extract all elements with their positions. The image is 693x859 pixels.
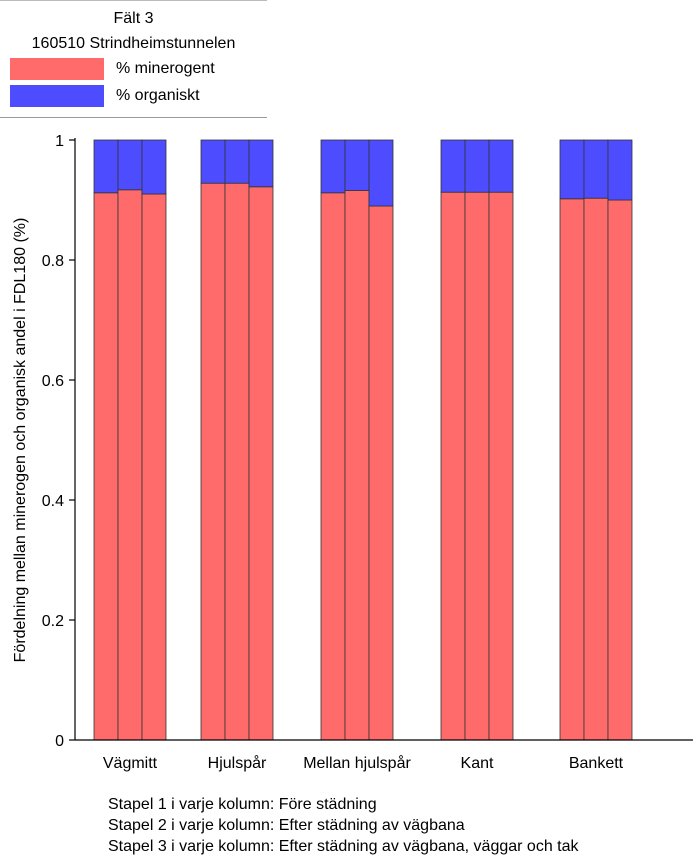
bar-minerogent-2-1 <box>200 182 226 741</box>
x-tick-label: Hjulspår <box>208 754 267 772</box>
bar-organiskt-1-1 <box>93 139 119 194</box>
y-tick-label: 0 <box>55 733 64 750</box>
bar-organiskt-3-2 <box>344 139 370 191</box>
bar-minerogent-3-1 <box>320 192 346 741</box>
bar-minerogent-2-2 <box>224 182 250 741</box>
bar-organiskt-3-1 <box>320 139 346 194</box>
axes <box>69 138 693 741</box>
bar-minerogent-1-2 <box>117 189 143 741</box>
bar-organiskt-2-1 <box>200 139 226 184</box>
note-bar-1: Stapel 1 i varje kolumn: Före städning <box>108 796 377 813</box>
x-tick-label: Kant <box>461 755 494 772</box>
y-tick-label: 0.6 <box>42 373 64 390</box>
legend-swatch-minerogent <box>10 58 104 80</box>
y-tick-label: 0.2 <box>42 613 64 630</box>
x-tick-label: Vägmitt <box>103 755 158 772</box>
bar-minerogent-4-2 <box>464 191 490 741</box>
bar-organiskt-5-3 <box>607 139 633 201</box>
y-tick-labels: 0 0.2 0.4 0.6 0.8 1 <box>42 133 64 750</box>
legend-label-organiskt: % organiskt <box>116 87 200 104</box>
legend-top-divider <box>0 0 267 1</box>
bar-minerogent-4-1 <box>440 191 466 741</box>
bar-organiskt-1-2 <box>117 139 143 191</box>
bar-organiskt-4-1 <box>440 139 466 193</box>
bar-notes: Stapel 1 i varje kolumn: Före städning S… <box>108 794 579 857</box>
chart-title: Fält 3 <box>113 10 154 27</box>
bar-minerogent-4-3 <box>488 191 514 741</box>
legend: Fält 3 160510 Strindheimstunnelen % mine… <box>0 0 267 118</box>
bar-minerogent-5-2 <box>583 197 609 741</box>
x-tick-label: Mellan hjulspår <box>303 754 411 772</box>
chart-subtitle: 160510 Strindheimstunnelen <box>31 35 236 52</box>
bar-organiskt-2-3 <box>248 139 274 188</box>
bar-minerogent-3-2 <box>344 189 370 741</box>
bar-organiskt-3-3 <box>368 139 394 207</box>
bar-organiskt-5-2 <box>583 139 609 199</box>
bar-minerogent-1-3 <box>141 193 167 741</box>
bar-organiskt-4-3 <box>488 139 514 193</box>
bar-minerogent-1-1 <box>93 192 119 741</box>
legend-label-minerogent: % minerogent <box>116 60 215 77</box>
note-bar-3: Stapel 3 i varje kolumn: Efter städning … <box>108 838 579 855</box>
x-tick-label: Bankett <box>569 755 624 772</box>
legend-swatch-organiskt <box>10 85 104 107</box>
bar-group <box>93 139 633 741</box>
bar-minerogent-5-3 <box>607 199 633 741</box>
y-tick-label: 0.4 <box>42 493 64 510</box>
y-axis-title: Fördelning mellan minerogen och organisk… <box>12 217 29 663</box>
x-tick-labels: Vägmitt Hjulspår Mellan hjulspår Kant Banket… <box>103 754 624 772</box>
y-tick-label: 1 <box>55 133 64 150</box>
bar-minerogent-2-3 <box>248 186 274 741</box>
bar-organiskt-4-2 <box>464 139 490 193</box>
note-bar-2: Stapel 2 i varje kolumn: Efter städning … <box>108 817 465 834</box>
bar-minerogent-3-3 <box>368 205 394 741</box>
bar-organiskt-5-1 <box>559 139 585 200</box>
bar-minerogent-5-1 <box>559 198 585 741</box>
bar-organiskt-2-2 <box>224 139 250 184</box>
bar-organiskt-1-3 <box>141 139 167 195</box>
y-tick-label: 0.8 <box>42 253 64 270</box>
